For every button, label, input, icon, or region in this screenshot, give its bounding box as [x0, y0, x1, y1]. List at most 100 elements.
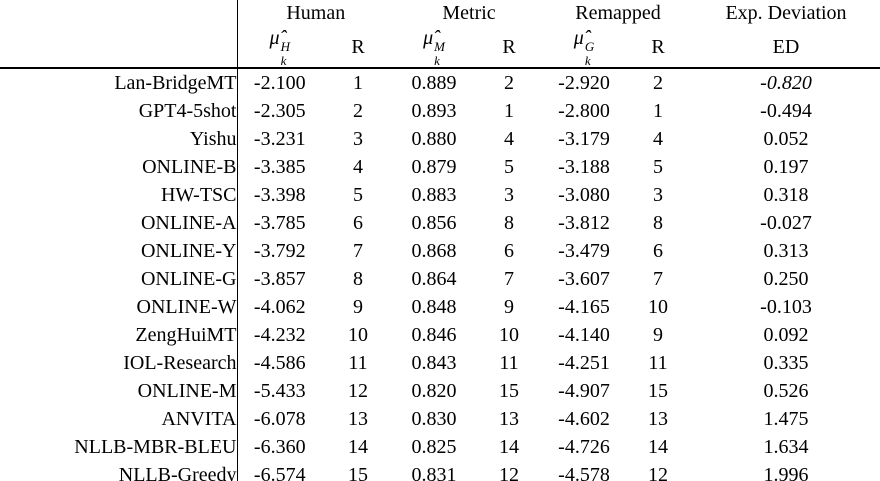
row-label-cell: NLLB-Greedy	[0, 461, 238, 481]
mu-hat-symbol: μ̂	[423, 27, 434, 49]
remapped-rank-cell: 5	[653, 155, 664, 178]
remapped-rank-cell: 6	[653, 239, 664, 262]
row-label-cell: NLLB-MBR-BLEU	[0, 433, 238, 462]
human-rank-cell: 6	[353, 211, 363, 234]
human-rank-header: R	[322, 27, 395, 70]
subscript-k: k	[280, 52, 287, 68]
table-row: GPT4-5shot -2.305 2 0.893 1 -2.800 1 -0.494	[0, 97, 880, 126]
row-label-cell: IOL-Research	[0, 349, 238, 378]
human-score-cell: -3.792	[253, 239, 306, 262]
human-rank-cell: 3	[353, 127, 363, 150]
ed-cell: 1.634	[763, 435, 809, 458]
table-header: Human Metric Remapped Exp. Deviation μ̂ H…	[0, 0, 880, 70]
metric-score-cell: 0.856	[411, 211, 457, 234]
human-rank-cell: 2	[353, 99, 363, 122]
human-score-cell: -6.078	[253, 407, 306, 430]
metric-score-cell: 0.848	[411, 295, 457, 318]
metric-rank-cell: 7	[504, 267, 515, 290]
metric-score-cell: 0.825	[411, 435, 457, 458]
human-rank-cell: 5	[353, 183, 363, 206]
metric-rank-cell: 10	[499, 323, 520, 346]
metric-rank-cell: 11	[499, 351, 519, 374]
row-label-cell: HW-TSC	[0, 181, 238, 210]
human-rank-cell: 13	[348, 407, 368, 430]
remapped-score-cell: -4.140	[558, 323, 610, 346]
row-label-cell: ONLINE-M	[0, 377, 238, 406]
human-score-cell: -3.857	[253, 267, 306, 290]
human-score-cell: -4.062	[253, 295, 306, 318]
mu-hat-symbol: μ̂	[269, 27, 280, 49]
human-rank-cell: 8	[353, 267, 363, 290]
human-score-cell: -6.360	[253, 435, 306, 458]
remapped-rank-cell: 8	[653, 211, 664, 234]
metric-score-cell: 0.830	[411, 407, 457, 430]
table-row: Yishu -3.231 3 0.880 4 -3.179 4 0.052	[0, 125, 880, 154]
human-score-cell: -3.398	[253, 183, 306, 206]
metric-score-cell: 0.883	[411, 183, 457, 206]
human-score-cell: -3.385	[253, 155, 306, 178]
metric-rank-cell: 14	[499, 435, 520, 458]
row-label-cell: ONLINE-B	[0, 153, 238, 182]
superscript-H: H	[280, 39, 290, 54]
remapped-group-header: Remapped	[575, 2, 661, 24]
row-label-cell: ONLINE-A	[0, 209, 238, 238]
metric-score-cell: 0.880	[411, 127, 457, 150]
table-row: NLLB-Greedy -6.574 15 0.831 12 -4.578 12 1.996	[0, 461, 880, 481]
remapped-rank-cell: 14	[648, 435, 669, 458]
metric-rank-cell: 1	[504, 99, 515, 122]
human-rank-cell: 14	[348, 435, 368, 458]
mu-hat-symbol: μ̂	[573, 27, 584, 49]
human-rank-cell: 11	[348, 351, 368, 374]
ed-cell: 0.250	[763, 267, 809, 290]
metric-score-cell: 0.879	[411, 155, 457, 178]
remapped-score-cell: -3.607	[558, 267, 610, 290]
table-row: ONLINE-M -5.433 12 0.820 15 -4.907 15 0.526	[0, 377, 880, 406]
metric-score-cell: 0.843	[411, 351, 457, 374]
metric-rank-cell: 15	[499, 379, 520, 402]
metric-rank-cell: 13	[499, 407, 520, 430]
ed-cell: 0.052	[763, 127, 809, 150]
remapped-rank-cell: 4	[653, 127, 664, 150]
table-row: ANVITA -6.078 13 0.830 13 -4.602 13 1.475	[0, 405, 880, 434]
row-label-cell: ONLINE-G	[0, 265, 238, 294]
ed-cell: 0.318	[763, 183, 809, 206]
table-body: Lan-BridgeMT -2.100 1 0.889 2 -2.920 2 -0.820 GP…	[0, 68, 880, 481]
table-row: IOL-Research -4.586 11 0.843 11 -4.251 11 0.335	[0, 349, 880, 378]
exp-deviation-group-header: Exp. Deviation	[725, 2, 847, 24]
table-row: ONLINE-A -3.785 6 0.856 8 -3.812 8 -0.027	[0, 209, 880, 238]
human-rank-cell: 7	[353, 239, 363, 262]
human-rank-cell: 4	[353, 155, 363, 178]
remapped-rank-header: R	[624, 27, 693, 70]
human-score-cell: -5.433	[253, 379, 306, 402]
human-score-cell: -3.785	[253, 211, 306, 234]
metric-rank-header: R	[474, 27, 545, 70]
remapped-rank-cell: 13	[648, 407, 669, 430]
remapped-rank-cell: 15	[648, 379, 669, 402]
remapped-score-cell: -2.800	[558, 99, 610, 122]
ed-cell: 0.526	[763, 379, 809, 402]
remapped-rank-cell: 10	[648, 295, 669, 318]
ed-cell: -0.027	[760, 211, 812, 234]
remapped-score-cell: -2.920	[558, 71, 610, 94]
metric-score-cell: 0.831	[411, 463, 457, 481]
human-rank-cell: 10	[348, 323, 368, 346]
human-score-cell: -3.231	[253, 127, 306, 150]
row-label-cell: Yishu	[0, 125, 238, 154]
row-label-cell: ONLINE-Y	[0, 237, 238, 266]
ed-cell: 0.335	[763, 351, 809, 374]
remapped-rank-cell: 2	[653, 71, 664, 94]
metric-group-header: Metric	[442, 2, 496, 24]
superscript-M: M	[434, 39, 445, 54]
human-rank-cell: 15	[348, 463, 368, 481]
subscript-k: k	[434, 52, 440, 68]
human-group-header: Human	[286, 2, 346, 24]
ed-header: ED	[692, 27, 880, 70]
ed-cell: 0.197	[763, 155, 809, 178]
metric-rank-cell: 3	[504, 183, 515, 206]
table-row: Lan-BridgeMT -2.100 1 0.889 2 -2.920 2 -0.820	[0, 68, 880, 98]
human-rank-cell: 1	[353, 71, 363, 94]
